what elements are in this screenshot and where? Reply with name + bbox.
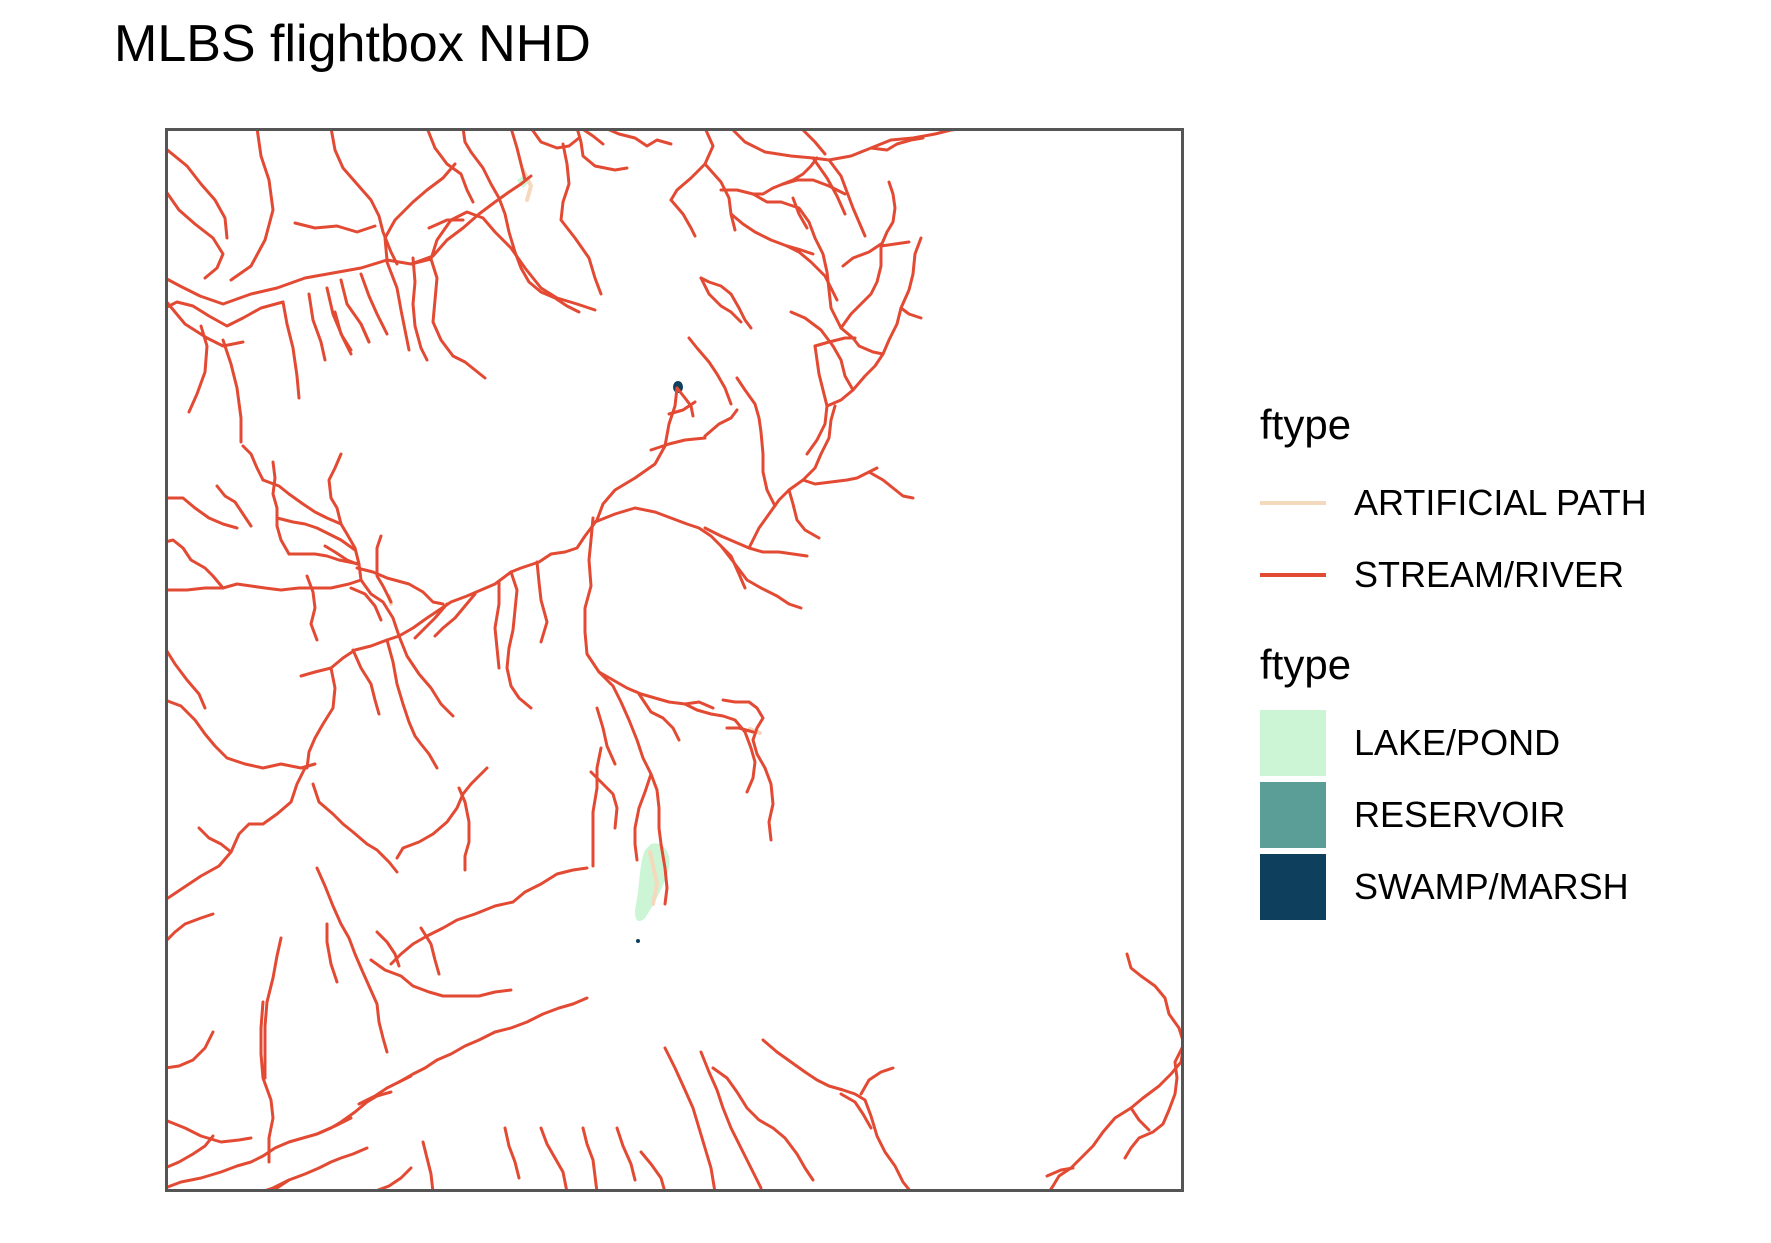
legend-fill-swatch-lake-pond bbox=[1260, 710, 1326, 776]
legend-title-lines: ftype bbox=[1260, 401, 1352, 448]
map-title: MLBS flightbox NHD bbox=[114, 15, 591, 73]
legend-key-stream-river bbox=[1260, 542, 1326, 608]
map-panel-border bbox=[165, 128, 1184, 1192]
legend-fill-swatch-reservoir bbox=[1260, 782, 1326, 848]
legend-label-artificial-path: ARTIFICIAL PATH bbox=[1354, 482, 1647, 523]
lake-pond-polygon bbox=[635, 843, 670, 922]
legend-label-lake-pond: LAKE/POND bbox=[1354, 722, 1561, 763]
legend-label-stream-river: STREAM/RIVER bbox=[1354, 554, 1625, 595]
legend-fill-swatch-swamp-marsh bbox=[1260, 854, 1326, 920]
legend-fill-items: LAKE/POND RESERVOIR SWAMP/MARSH bbox=[1260, 707, 1740, 923]
legend-label-swamp-marsh: SWAMP/MARSH bbox=[1354, 866, 1629, 907]
legend-key-artificial-path bbox=[1260, 470, 1326, 536]
swamp-marsh-polygon-2 bbox=[636, 939, 640, 943]
legend-group-fills: ftype LAKE/POND RESERVOIR SWAMP/MARSH bbox=[1260, 635, 1740, 923]
legend-title-fills: ftype bbox=[1260, 641, 1352, 688]
legend: ftype ARTIFICIAL PATH STREAM/RIVER ftype… bbox=[1260, 395, 1740, 923]
legend-item-reservoir: RESERVOIR bbox=[1260, 779, 1740, 851]
stream-river-lines bbox=[165, 128, 1184, 1192]
legend-line-swatch-artificial-path bbox=[1260, 501, 1326, 505]
legend-line-swatch-stream-river bbox=[1260, 573, 1326, 577]
legend-item-swamp-marsh: SWAMP/MARSH bbox=[1260, 851, 1740, 923]
legend-line-items: ARTIFICIAL PATH STREAM/RIVER bbox=[1260, 467, 1740, 611]
map-canvas bbox=[165, 128, 1184, 1192]
map-panel[interactable] bbox=[165, 128, 1184, 1192]
legend-item-lake-pond: LAKE/POND bbox=[1260, 707, 1740, 779]
legend-group-lines: ftype ARTIFICIAL PATH STREAM/RIVER bbox=[1260, 395, 1740, 611]
legend-label-reservoir: RESERVOIR bbox=[1354, 794, 1566, 835]
legend-item-artificial-path: ARTIFICIAL PATH bbox=[1260, 467, 1740, 539]
legend-item-stream-river: STREAM/RIVER bbox=[1260, 539, 1740, 611]
